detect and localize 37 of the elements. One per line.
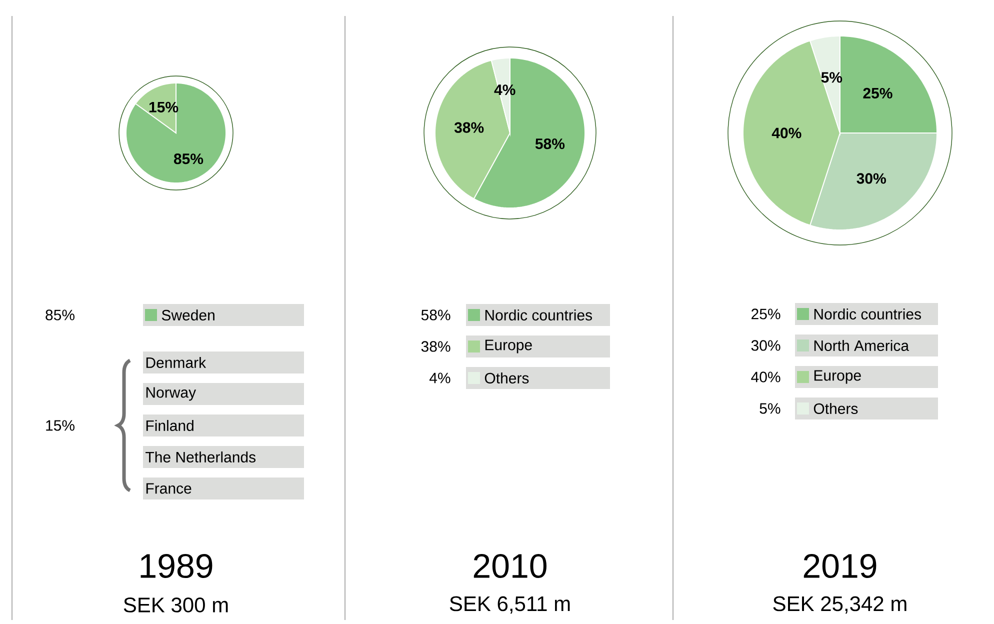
legend-label: Europe xyxy=(485,340,532,354)
data-label: 4% xyxy=(494,84,516,96)
legend-label: Nordic countries xyxy=(814,308,921,320)
text: 5% xyxy=(760,403,780,414)
text: The Netherlands xyxy=(146,451,256,462)
text: SEK 25,342 m xyxy=(773,596,906,614)
text: SEK 300 m xyxy=(124,598,228,612)
legend-label: Europe xyxy=(814,370,861,384)
text: 2019 xyxy=(804,554,876,578)
legend-label: Nordic countries xyxy=(485,309,592,320)
text: 38% xyxy=(421,341,450,352)
text: 58% xyxy=(421,310,450,320)
legend-label: North America xyxy=(814,340,910,351)
legend-label: Sweden xyxy=(162,309,214,320)
text: 30% xyxy=(751,340,780,351)
data-label: 40% xyxy=(772,128,802,138)
data-label: 85% xyxy=(174,154,204,164)
text: 40% xyxy=(751,372,780,382)
text: 15% xyxy=(46,420,74,431)
legend-label: Others xyxy=(484,372,529,384)
text: France xyxy=(146,483,192,494)
data-label: 38% xyxy=(454,122,484,133)
text: 85% xyxy=(46,310,74,320)
data-label: 25% xyxy=(863,88,892,99)
text: 4% xyxy=(429,372,450,384)
text: 1989 xyxy=(140,554,212,578)
data-label: 30% xyxy=(856,173,886,184)
legend-label: Others xyxy=(814,402,858,414)
text: SEK 6,511 m xyxy=(450,596,570,614)
data-label: 5% xyxy=(821,72,842,83)
text: Finland xyxy=(146,420,194,431)
data-label: 15% xyxy=(149,102,178,112)
text: 2010 xyxy=(474,554,546,578)
text: Norway xyxy=(146,387,196,401)
text: Denmark xyxy=(146,356,206,368)
text: 25% xyxy=(752,308,780,320)
data-label: 58% xyxy=(535,138,565,150)
